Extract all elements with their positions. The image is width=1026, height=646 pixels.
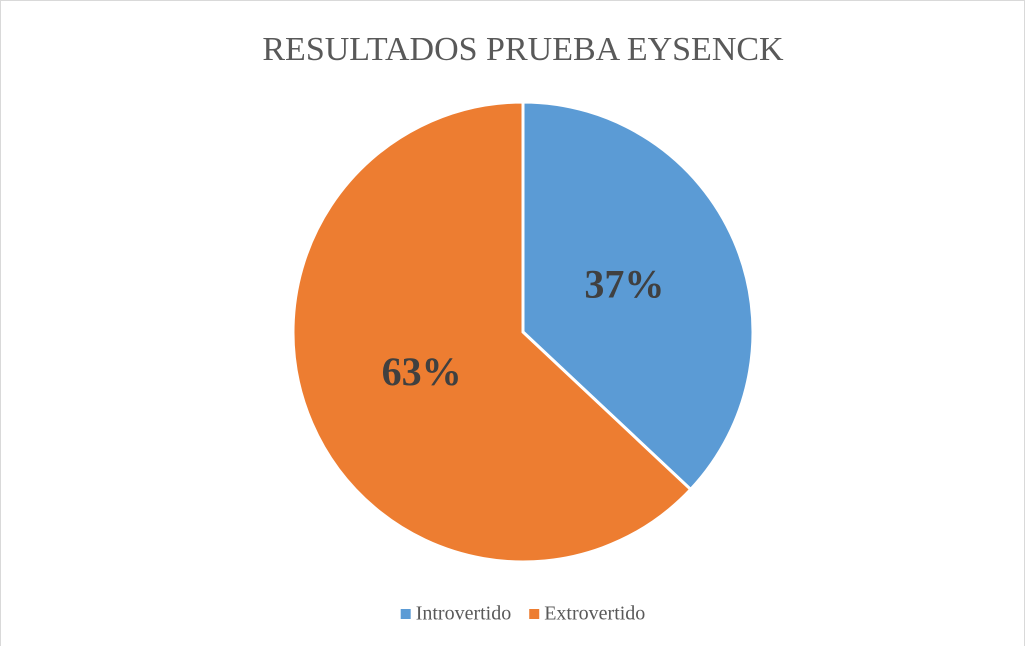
data-label: 37% — [584, 261, 664, 306]
legend: Introvertido Extrovertido — [400, 603, 645, 625]
pie-slice — [291, 100, 693, 564]
legend-label: Introvertido — [416, 603, 512, 625]
legend-swatch — [400, 609, 411, 619]
legend-swatch — [529, 609, 540, 619]
data-label: 63% — [382, 349, 462, 394]
pie-slice — [521, 100, 755, 492]
chart-title: RESULTADOS PRUEBA EYSENCK — [262, 31, 784, 68]
legend-label: Extrovertido — [544, 603, 645, 625]
